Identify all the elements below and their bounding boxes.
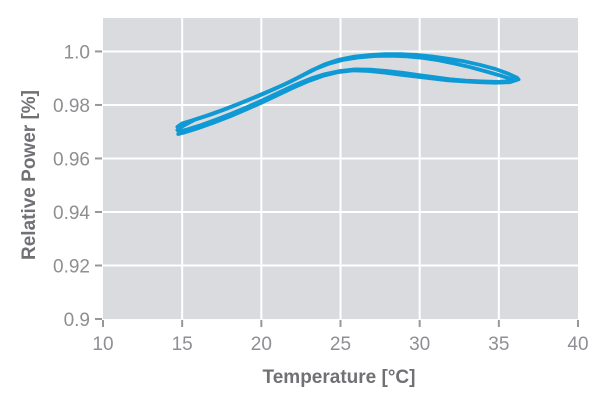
x-tick-label: 35 — [488, 334, 509, 355]
y-axis-title: Relative Power [%] — [19, 90, 40, 260]
x-tick-label: 30 — [409, 334, 430, 355]
x-tick-label: 15 — [172, 334, 193, 355]
x-tick-label: 25 — [330, 334, 351, 355]
x-tick-label: 10 — [92, 334, 113, 355]
y-tick-label: 0.9 — [64, 310, 90, 331]
y-tick-label: 0.92 — [53, 256, 90, 277]
y-tick-label: 0.96 — [53, 149, 90, 170]
series-heating-branch-cycle-2 — [177, 67, 519, 134]
y-tick-label: 0.98 — [53, 96, 90, 117]
x-axis-title: Temperature [°C] — [262, 367, 416, 388]
y-tick-label: 0.94 — [53, 203, 90, 224]
x-tick-label: 40 — [567, 334, 588, 355]
x-tick-label: 20 — [251, 334, 272, 355]
y-tick-label: 1.0 — [64, 42, 90, 63]
series-cooling-branch-cycle-2 — [175, 53, 517, 133]
